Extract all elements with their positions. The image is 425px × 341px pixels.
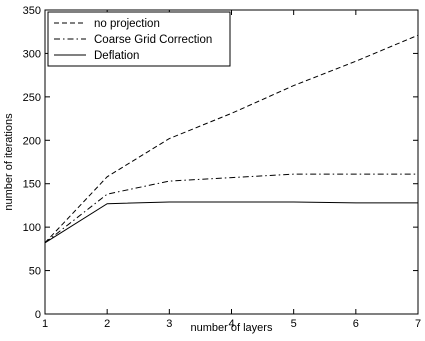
- x-tick-label: 4: [228, 318, 234, 330]
- y-tick-label: 150: [23, 179, 41, 191]
- x-tick-label: 3: [166, 318, 172, 330]
- series-line-coarse-grid-correction: [44, 173, 418, 244]
- y-axis-label: number of iterations: [3, 113, 15, 211]
- x-tick-label: 2: [104, 318, 110, 330]
- x-tick-label: 1: [42, 318, 48, 330]
- series-layer: [44, 34, 419, 244]
- y-tick-label: 100: [23, 222, 41, 234]
- y-tick-label: 300: [23, 48, 41, 60]
- legend-entry: Deflation: [94, 50, 139, 62]
- y-tick-label: 50: [29, 266, 41, 278]
- legend: no projection Coarse Grid Correction Defla…: [47, 11, 231, 67]
- y-tick-label: 0: [35, 309, 41, 321]
- y-tick-label: 350: [23, 5, 41, 17]
- x-tick-label: 6: [353, 318, 359, 330]
- ticks-layer: 1 2 3 4 5 6 7 0 50 100 150 200 250 300 350: [23, 5, 421, 330]
- legend-box: [47, 11, 231, 67]
- x-axis-label: number of layers: [191, 322, 273, 334]
- x-tick-label: 5: [291, 318, 297, 330]
- legend-entry: no projection: [94, 18, 160, 30]
- series-line-deflation: [44, 201, 418, 244]
- legend-entry: Coarse Grid Correction: [94, 34, 212, 46]
- y-tick-label: 200: [23, 135, 41, 147]
- series-line-no-projection: [44, 34, 419, 244]
- y-tick-label: 250: [23, 92, 41, 104]
- x-tick-label: 7: [415, 318, 421, 330]
